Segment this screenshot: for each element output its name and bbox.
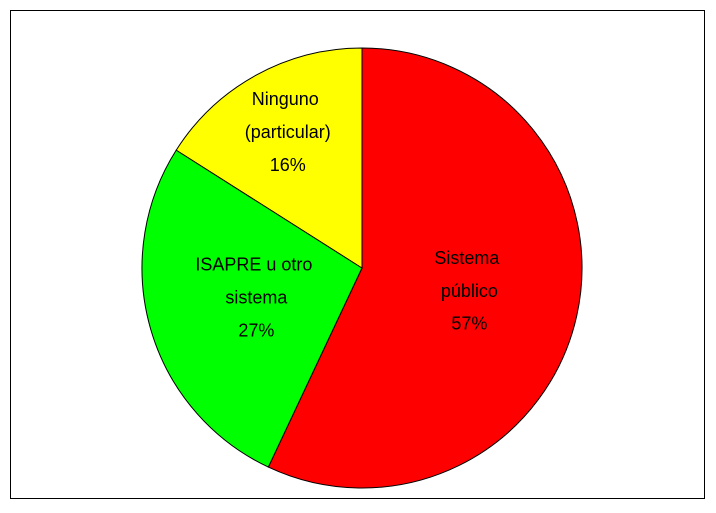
pie-slice bbox=[267, 47, 583, 489]
pie-slice bbox=[175, 47, 363, 269]
value-label: 16% bbox=[270, 155, 306, 175]
slice-label: ISAPRE u otro sistema bbox=[195, 254, 317, 307]
value-label: 57% bbox=[451, 314, 487, 334]
slice-label: Sistema público bbox=[434, 248, 504, 301]
value-label: 27% bbox=[238, 320, 274, 340]
slice-label: Ninguno (particular) bbox=[245, 89, 331, 142]
pie-slice bbox=[141, 149, 363, 468]
